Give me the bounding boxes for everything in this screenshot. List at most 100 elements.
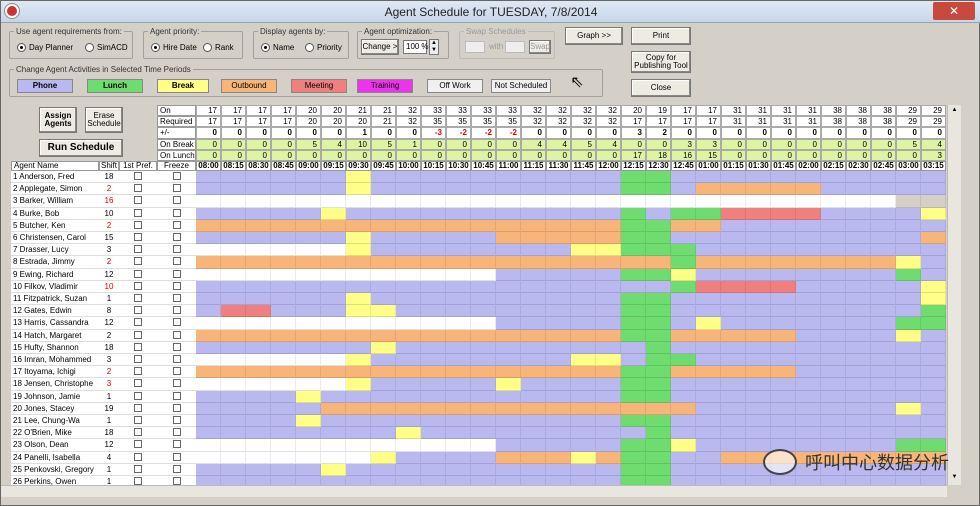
activity-break-button[interactable]: Break	[157, 79, 209, 93]
schedule-cell[interactable]	[671, 354, 696, 367]
schedule-cell[interactable]	[646, 354, 671, 367]
freeze-checkbox[interactable]	[172, 257, 181, 266]
schedule-cell[interactable]	[396, 195, 421, 208]
schedule-cell[interactable]	[221, 329, 246, 342]
schedule-cell[interactable]	[621, 268, 646, 281]
pref-checkbox[interactable]	[134, 379, 142, 388]
schedule-cell[interactable]	[596, 366, 621, 379]
schedule-cell[interactable]	[396, 451, 421, 464]
schedule-cell[interactable]	[496, 195, 521, 208]
agent-name[interactable]: 2 Applegate, Simon	[11, 183, 99, 196]
schedule-cell[interactable]	[521, 293, 546, 306]
schedule-cell[interactable]	[671, 305, 696, 318]
schedule-cell[interactable]	[896, 195, 921, 208]
schedule-cell[interactable]	[321, 415, 346, 428]
schedule-cell[interactable]	[921, 280, 946, 293]
schedule-cell[interactable]	[896, 219, 921, 232]
schedule-cell[interactable]	[346, 305, 371, 318]
schedule-cell[interactable]	[421, 171, 446, 184]
schedule-cell[interactable]	[496, 317, 521, 330]
schedule-cell[interactable]	[771, 341, 796, 354]
schedule-cell[interactable]	[746, 341, 771, 354]
pref-checkbox-cell[interactable]	[119, 280, 157, 293]
schedule-cell[interactable]	[696, 415, 721, 428]
schedule-cell[interactable]	[846, 195, 871, 208]
schedule-cell[interactable]	[296, 354, 321, 367]
schedule-cell[interactable]	[496, 439, 521, 452]
schedule-cell[interactable]	[396, 183, 421, 196]
schedule-cell[interactable]	[196, 244, 221, 257]
agent-name[interactable]: 6 Christensen, Carol	[11, 232, 99, 245]
schedule-cell[interactable]	[696, 390, 721, 403]
schedule-cell[interactable]	[746, 427, 771, 440]
schedule-cell[interactable]	[446, 219, 471, 232]
schedule-cell[interactable]	[821, 244, 846, 257]
schedule-cell[interactable]	[221, 232, 246, 245]
schedule-cell[interactable]	[746, 293, 771, 306]
schedule-cell[interactable]	[271, 463, 296, 476]
freeze-checkbox-cell[interactable]	[157, 463, 196, 476]
schedule-cell[interactable]	[671, 219, 696, 232]
schedule-cell[interactable]	[771, 415, 796, 428]
schedule-cell[interactable]	[296, 402, 321, 415]
schedule-cell[interactable]	[471, 451, 496, 464]
schedule-cell[interactable]	[721, 183, 746, 196]
schedule-cell[interactable]	[246, 293, 271, 306]
schedule-cell[interactable]	[196, 427, 221, 440]
schedule-cell[interactable]	[621, 329, 646, 342]
schedule-cell[interactable]	[821, 171, 846, 184]
schedule-cell[interactable]	[246, 366, 271, 379]
schedule-cell[interactable]	[621, 207, 646, 220]
schedule-cell[interactable]	[396, 244, 421, 257]
schedule-cell[interactable]	[246, 317, 271, 330]
schedule-cell[interactable]	[371, 171, 396, 184]
schedule-cell[interactable]	[446, 268, 471, 281]
schedule-cell[interactable]	[671, 427, 696, 440]
pref-checkbox[interactable]	[134, 233, 142, 241]
schedule-cell[interactable]	[396, 427, 421, 440]
schedule-cell[interactable]	[796, 451, 821, 464]
schedule-cell[interactable]	[771, 366, 796, 379]
schedule-cell[interactable]	[521, 219, 546, 232]
schedule-cell[interactable]	[271, 390, 296, 403]
schedule-cell[interactable]	[621, 390, 646, 403]
schedule-cell[interactable]	[571, 329, 596, 342]
schedule-cell[interactable]	[571, 305, 596, 318]
freeze-checkbox-cell[interactable]	[157, 354, 196, 367]
schedule-cell[interactable]	[596, 268, 621, 281]
schedule-cell[interactable]	[571, 219, 596, 232]
schedule-cell[interactable]	[821, 366, 846, 379]
schedule-cell[interactable]	[271, 293, 296, 306]
schedule-cell[interactable]	[546, 171, 571, 184]
schedule-cell[interactable]	[346, 415, 371, 428]
schedule-cell[interactable]	[896, 463, 921, 476]
schedule-cell[interactable]	[496, 280, 521, 293]
schedule-cell[interactable]	[421, 195, 446, 208]
agent-name[interactable]: 19 Johnson, Jamie	[11, 390, 99, 403]
schedule-cell[interactable]	[321, 244, 346, 257]
schedule-cell[interactable]	[396, 378, 421, 391]
schedule-cell[interactable]	[346, 195, 371, 208]
schedule-cell[interactable]	[396, 329, 421, 342]
schedule-cell[interactable]	[596, 219, 621, 232]
schedule-cell[interactable]	[796, 415, 821, 428]
pref-checkbox[interactable]	[134, 428, 142, 437]
schedule-cell[interactable]	[846, 354, 871, 367]
schedule-cell[interactable]	[671, 280, 696, 293]
freeze-checkbox-cell[interactable]	[157, 390, 196, 403]
schedule-cell[interactable]	[796, 244, 821, 257]
schedule-cell[interactable]	[421, 415, 446, 428]
schedule-cell[interactable]	[771, 207, 796, 220]
schedule-cell[interactable]	[646, 378, 671, 391]
pref-checkbox[interactable]	[134, 257, 142, 266]
schedule-cell[interactable]	[271, 207, 296, 220]
schedule-cell[interactable]	[846, 244, 871, 257]
schedule-cell[interactable]	[396, 268, 421, 281]
schedule-cell[interactable]	[721, 268, 746, 281]
schedule-cell[interactable]	[221, 317, 246, 330]
schedule-cell[interactable]	[221, 207, 246, 220]
schedule-cell[interactable]	[371, 183, 396, 196]
schedule-cell[interactable]	[721, 305, 746, 318]
schedule-cell[interactable]	[521, 256, 546, 269]
schedule-cell[interactable]	[746, 439, 771, 452]
